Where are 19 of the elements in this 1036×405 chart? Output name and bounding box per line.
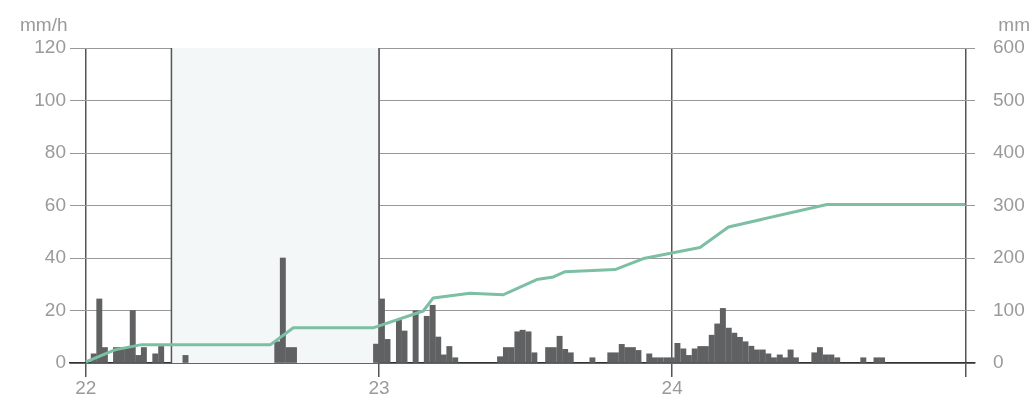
y-axis-title: mm/h bbox=[20, 14, 68, 35]
y-tick-label: 0 bbox=[55, 351, 66, 373]
y2-tick-label: 0 bbox=[993, 351, 1004, 373]
x-tick-label: 22 bbox=[75, 376, 97, 398]
y2-tick-label: 100 bbox=[993, 298, 1025, 320]
y2-tick-label: 300 bbox=[993, 193, 1025, 215]
y2-tick-label: 500 bbox=[993, 88, 1025, 110]
y-tick-label: 100 bbox=[34, 88, 66, 110]
y-tick-label: 20 bbox=[44, 298, 66, 320]
y-tick-label: 80 bbox=[44, 141, 66, 163]
y2-tick-label: 600 bbox=[993, 36, 1025, 58]
x-tick-label: 23 bbox=[368, 376, 390, 398]
y-tick-label: 40 bbox=[44, 246, 66, 268]
y2-tick-label: 200 bbox=[993, 246, 1025, 268]
y-tick-label: 120 bbox=[34, 36, 66, 58]
y-tick-label: 60 bbox=[44, 193, 66, 215]
x-tick-label: 24 bbox=[661, 376, 684, 398]
y2-tick-label: 400 bbox=[993, 141, 1025, 163]
y2-axis-title: mm bbox=[998, 14, 1030, 35]
